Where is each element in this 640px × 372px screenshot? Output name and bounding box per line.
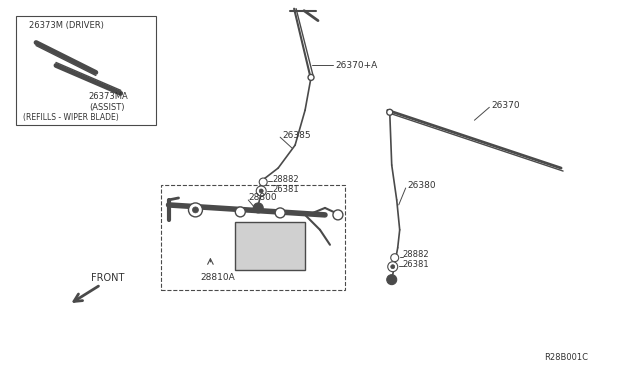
Circle shape bbox=[387, 109, 393, 115]
Circle shape bbox=[387, 275, 397, 285]
Text: 28810A: 28810A bbox=[200, 273, 235, 282]
Text: (REFILLS - WIPER BLADE): (REFILLS - WIPER BLADE) bbox=[23, 113, 119, 122]
Circle shape bbox=[253, 203, 263, 213]
Text: 26370: 26370 bbox=[492, 101, 520, 110]
Text: 26385: 26385 bbox=[282, 131, 311, 140]
Text: 26381: 26381 bbox=[272, 186, 299, 195]
Text: (ASSIST): (ASSIST) bbox=[89, 103, 124, 112]
Text: 28882: 28882 bbox=[403, 250, 429, 259]
Bar bbox=[236, 222, 305, 270]
Text: 26380: 26380 bbox=[408, 180, 436, 189]
Circle shape bbox=[333, 210, 343, 220]
Text: 26381: 26381 bbox=[403, 260, 429, 269]
Text: 28882: 28882 bbox=[272, 174, 299, 183]
Circle shape bbox=[189, 203, 202, 217]
Circle shape bbox=[256, 186, 266, 196]
Circle shape bbox=[388, 262, 397, 272]
Bar bbox=[16, 16, 156, 125]
Circle shape bbox=[391, 265, 395, 269]
Circle shape bbox=[236, 207, 245, 217]
Text: 28800: 28800 bbox=[248, 193, 277, 202]
Text: 26370+A: 26370+A bbox=[335, 61, 377, 70]
Bar bbox=[161, 185, 345, 290]
Circle shape bbox=[259, 189, 263, 193]
Text: R28B001C: R28B001C bbox=[544, 353, 588, 362]
Circle shape bbox=[259, 178, 267, 186]
Text: FRONT: FRONT bbox=[91, 273, 124, 283]
Circle shape bbox=[308, 74, 314, 80]
Text: 26373MA: 26373MA bbox=[89, 92, 129, 101]
Text: 26373M (DRIVER): 26373M (DRIVER) bbox=[29, 21, 104, 30]
Circle shape bbox=[391, 254, 399, 262]
Circle shape bbox=[275, 208, 285, 218]
Circle shape bbox=[193, 207, 198, 213]
